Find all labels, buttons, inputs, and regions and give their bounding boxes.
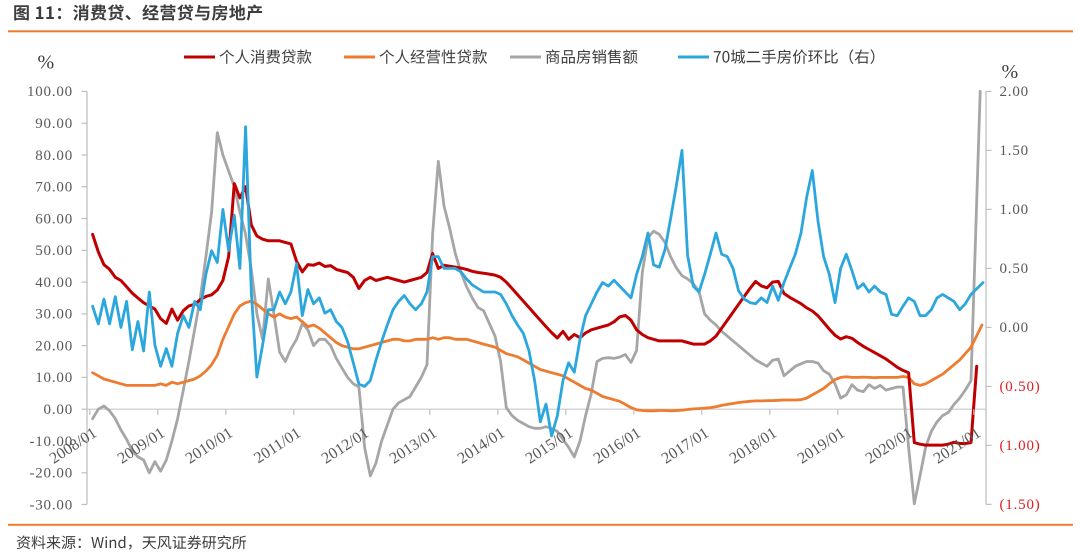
svg-text:-20.00: -20.00 [29, 466, 73, 482]
svg-text:80.00: 80.00 [35, 148, 73, 164]
svg-text:1.50: 1.50 [1000, 143, 1029, 159]
svg-text:%: % [38, 52, 55, 74]
svg-text:2.00: 2.00 [1000, 84, 1029, 100]
svg-text:-30.00: -30.00 [29, 497, 73, 513]
svg-text:0.50: 0.50 [1000, 261, 1029, 277]
svg-text:(1.00): (1.00) [1000, 438, 1041, 454]
svg-text:-10.00: -10.00 [29, 434, 73, 450]
svg-text:1.00: 1.00 [1000, 202, 1029, 218]
svg-text:%: % [1002, 61, 1019, 83]
svg-text:40.00: 40.00 [35, 275, 73, 291]
svg-text:0.00: 0.00 [1000, 320, 1029, 336]
svg-text:100.00: 100.00 [27, 84, 73, 100]
svg-text:60.00: 60.00 [35, 211, 73, 227]
svg-text:0.00: 0.00 [44, 402, 73, 418]
svg-text:70.00: 70.00 [35, 180, 73, 196]
svg-text:50.00: 50.00 [35, 243, 73, 259]
svg-text:20.00: 20.00 [35, 338, 73, 354]
svg-text:(1.50): (1.50) [1000, 497, 1041, 513]
svg-text:10.00: 10.00 [35, 370, 73, 386]
svg-text:(0.50): (0.50) [1000, 379, 1041, 395]
svg-text:90.00: 90.00 [35, 116, 73, 132]
svg-text:30.00: 30.00 [35, 307, 73, 323]
